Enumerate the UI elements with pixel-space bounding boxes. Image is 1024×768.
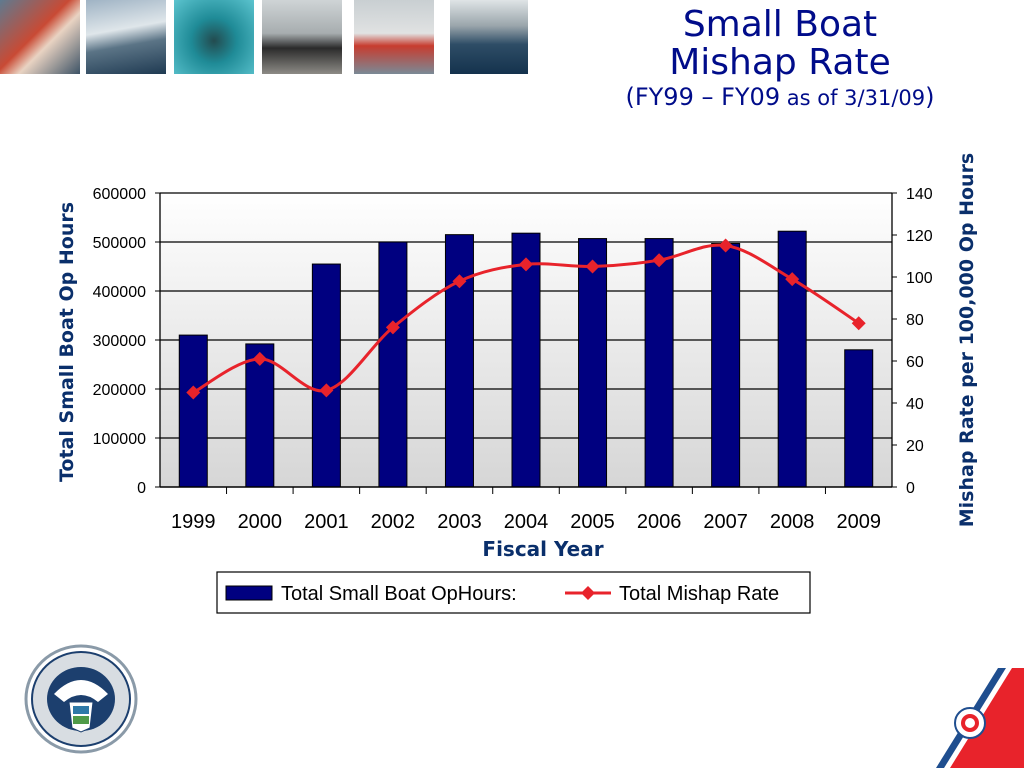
x-tick-label: 2000 <box>238 511 283 533</box>
bar-2006 <box>644 238 674 488</box>
rate-marker-2006 <box>652 253 667 268</box>
rate-marker-2009 <box>851 316 866 331</box>
response-boat-photo <box>354 0 434 74</box>
y2-tick-label: 120 <box>906 228 933 245</box>
x-tick-label: 2006 <box>637 511 682 533</box>
bar-2008 <box>777 230 807 488</box>
x-axis-title: Fiscal Year <box>482 537 603 561</box>
rate-marker-2004 <box>519 257 533 272</box>
y-tick-label: 100000 <box>93 431 146 448</box>
mishap-rate-chart: 0 100000 200000 300000 400000 500000 600000 0 20… <box>56 153 978 614</box>
y-axis-title: Total Small Boat Op Hours <box>56 202 78 482</box>
legend-bar-swatch <box>225 585 273 601</box>
y2-tick-label: 0 <box>906 480 915 497</box>
helicopter-rescue-photo <box>450 0 528 74</box>
rate-marker-1999 <box>186 385 201 400</box>
y2-tick-label: 60 <box>906 354 924 371</box>
page-title-line1: Small Boat <box>682 4 878 45</box>
rate-line <box>186 238 866 400</box>
bar-2001 <box>311 263 341 488</box>
page-subtitle: (FY99 – FY09 as of 3/31/09) <box>600 82 960 113</box>
bar-1999 <box>178 334 208 488</box>
title-block: Small Boat Mishap Rate (FY99 – FY09 as o… <box>600 6 960 113</box>
dhs-seal-logo <box>24 644 138 754</box>
legend: Total Small Boat OpHours: Total Mishap R… <box>216 571 811 614</box>
bar-2005 <box>578 238 608 488</box>
rate-marker-2007 <box>718 238 733 253</box>
y2-tick-label: 100 <box>906 270 933 287</box>
page-title-line2: Mishap Rate <box>669 42 891 83</box>
y2-axis-title: Mishap Rate per 100,000 Op Hours <box>956 153 978 527</box>
y-tick-label: 500000 <box>93 235 146 252</box>
legend-bar-label: Total Small Boat OpHours: <box>281 583 517 605</box>
x-tick-label: 2002 <box>371 511 416 533</box>
k9-handler-photo <box>262 0 342 74</box>
legend-line-marker <box>581 586 595 600</box>
x-tick-label: 2009 <box>836 511 881 533</box>
subtitle-close: ) <box>925 83 935 111</box>
x-tick-label: 2003 <box>437 511 482 533</box>
y-tick-label: 600000 <box>93 186 146 203</box>
x-tick-label: 2004 <box>504 511 549 533</box>
rate-marker-2000 <box>252 351 267 366</box>
x-tick-label: 2008 <box>770 511 815 533</box>
legend-box <box>216 571 811 614</box>
bar-2007 <box>711 242 741 488</box>
y2-tick-label: 20 <box>906 438 924 455</box>
bar-2000 <box>245 343 275 488</box>
rate-marker-2008 <box>785 272 800 287</box>
rate-marker-2002 <box>385 320 400 335</box>
subtitle-as-of: as of 3/31/09 <box>780 86 926 110</box>
coast-guard-emblem <box>936 668 1024 768</box>
bar-2002 <box>378 241 408 488</box>
crew-member-photo <box>0 0 80 74</box>
legend-line-label: Total Mishap Rate <box>619 583 779 605</box>
rate-marker-2001 <box>319 383 334 398</box>
y2-tick-label: 80 <box>906 312 924 329</box>
x-tick-label: 2007 <box>703 511 748 533</box>
y-tick-label: 0 <box>137 480 146 497</box>
subtitle-range: (FY99 – FY09 <box>625 83 781 111</box>
rate-marker-2003 <box>452 274 467 289</box>
y-tick-label: 300000 <box>93 333 146 350</box>
bar-2004 <box>511 232 541 488</box>
rate-marker-2005 <box>585 259 600 274</box>
x-tick-label: 1999 <box>171 511 216 533</box>
axes <box>155 192 897 494</box>
bar-2003 <box>444 234 474 488</box>
y-tick-label: 400000 <box>93 284 146 301</box>
x-tick-label: 2005 <box>570 511 615 533</box>
y-tick-label: 200000 <box>93 382 146 399</box>
tick-labels: 0 100000 200000 300000 400000 500000 600000 0 20… <box>93 186 933 533</box>
y2-tick-label: 40 <box>906 396 924 413</box>
bar-2009 <box>844 349 874 488</box>
x-tick-label: 2001 <box>304 511 349 533</box>
y2-tick-label: 140 <box>906 186 933 203</box>
patrol-boat-photo <box>86 0 166 74</box>
diver-photo <box>174 0 254 74</box>
